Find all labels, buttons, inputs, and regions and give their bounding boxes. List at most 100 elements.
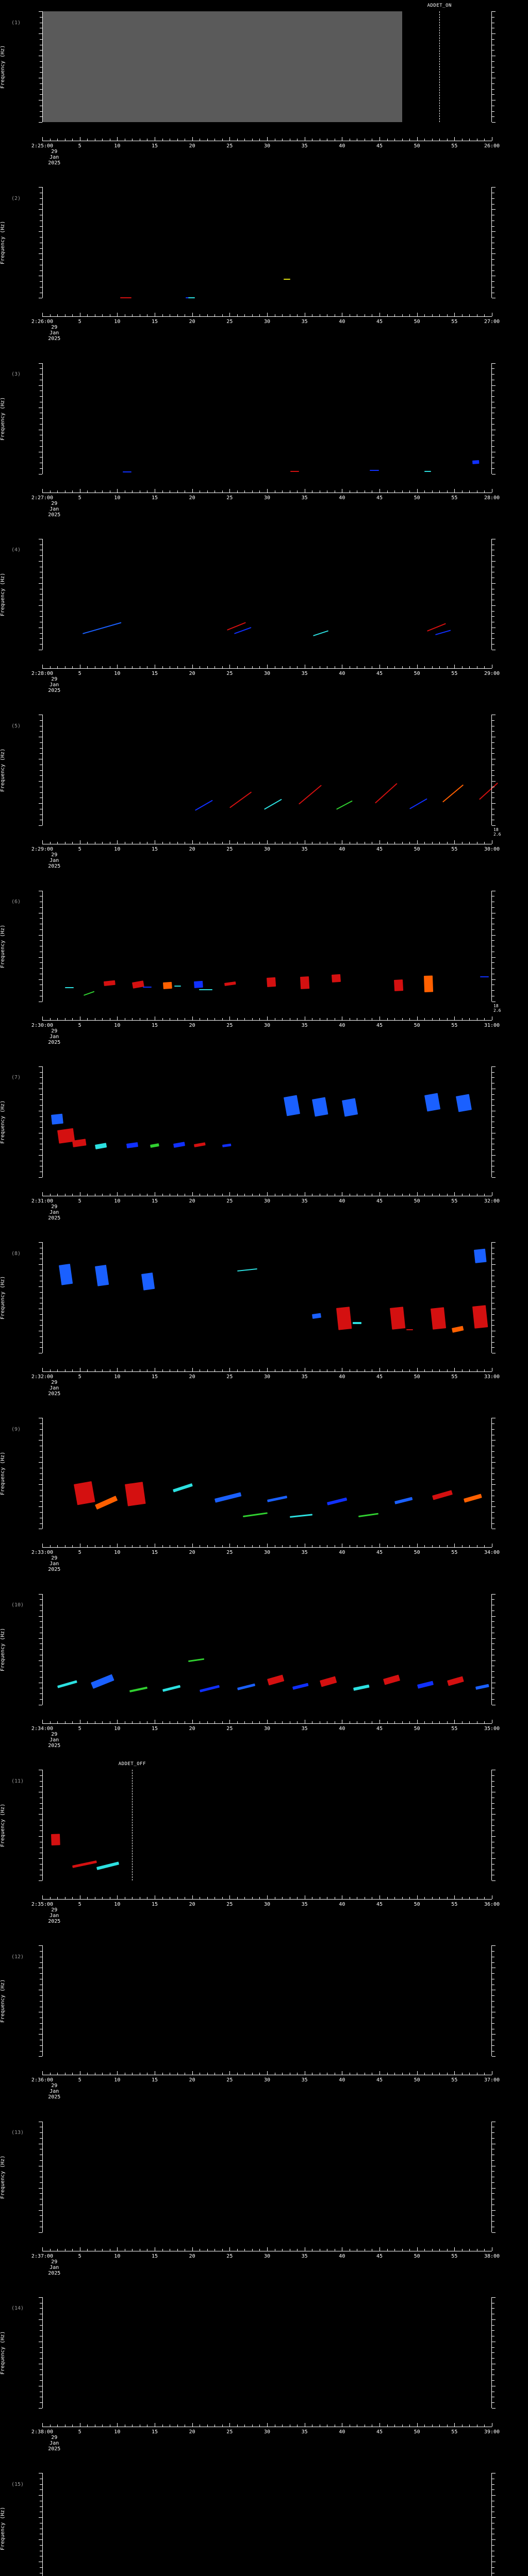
x-tick-label: 45 (376, 319, 383, 325)
x-tick (252, 1018, 253, 1020)
y-tick (40, 1479, 42, 1480)
call-track (393, 979, 404, 991)
y-tick-right (492, 2160, 494, 2161)
y-tick (39, 1858, 42, 1859)
x-tick (447, 1897, 448, 1899)
y-tick-right (492, 1836, 496, 1837)
x-tick-label: 35 (301, 143, 308, 149)
x-tick-label: 40 (339, 2429, 345, 2435)
event-annotation-line (439, 11, 440, 122)
y-tick-right (492, 1077, 494, 1078)
call-track (370, 469, 379, 471)
x-tick (402, 1897, 403, 1899)
x-tick (177, 2248, 178, 2251)
y-tick-right (492, 1342, 494, 1343)
x-tick-label: 50 (414, 2077, 420, 2083)
x-tick (259, 1369, 260, 1372)
x-tick (409, 2073, 410, 2075)
x-tick (469, 490, 470, 493)
y-tick (40, 237, 42, 238)
call-track (479, 782, 499, 800)
y-tick-right (492, 979, 496, 980)
y-tick (39, 781, 42, 782)
y-axis-title: Frequency (Hz) (0, 45, 6, 89)
y-tick (40, 270, 42, 271)
x-tick (237, 1897, 238, 1899)
y-tick-right (492, 1643, 494, 1645)
call-track (390, 1307, 406, 1330)
y-tick-right (492, 33, 496, 34)
y-tick-right (492, 1693, 494, 1694)
y-tick-right (492, 792, 494, 793)
x-tick (192, 488, 193, 493)
y-tick (39, 1660, 42, 1661)
x-tick (409, 490, 410, 493)
x-tick-label: 25 (226, 1725, 233, 1732)
x-tick-label: 25 (226, 2077, 233, 2083)
x-tick (237, 1721, 238, 1723)
spectrogram-panel: 02004006008001000Frequency (Hz)(11)2:35:… (0, 1761, 528, 1945)
x-tick (244, 1897, 245, 1899)
call-track (142, 987, 152, 988)
x-tick (439, 666, 440, 668)
y-tick-right (492, 1962, 494, 1963)
x-tick-label: 20 (189, 670, 195, 676)
x-tick-label: 55 (451, 670, 458, 676)
date-line: Jan (50, 1385, 59, 1392)
x-tick (259, 842, 260, 844)
y-tick-right (492, 803, 496, 804)
y-tick (39, 2517, 42, 2518)
call-track (267, 1674, 284, 1686)
x-tick (402, 1193, 403, 1196)
y-tick-right (492, 583, 496, 584)
x-tick (484, 139, 485, 141)
x-tick (461, 1193, 463, 1196)
x-tick-label: 5 (78, 319, 81, 325)
y-tick-right (492, 1671, 494, 1672)
y-tick (40, 1072, 42, 1073)
x-tick (469, 2248, 470, 2251)
y-axis-title: Frequency (Hz) (0, 924, 6, 968)
y-tick-right (492, 2210, 496, 2211)
x-tick (409, 1018, 410, 1020)
date-label: 29 Jan 2025 (48, 852, 60, 869)
y-tick-right (492, 1155, 496, 1156)
x-tick (50, 139, 51, 141)
x-tick-label: 20 (189, 1902, 195, 1907)
panel-number: (7) (11, 1075, 21, 1081)
call-track (120, 297, 131, 298)
x-tick-label: 50 (414, 1198, 420, 1204)
x-tick-label: 35 (301, 319, 308, 325)
x-tick (177, 2424, 178, 2427)
x-tick (72, 2073, 73, 2075)
y-tick-right (492, 929, 494, 930)
date-line: 2025 (48, 1919, 61, 1924)
y-tick-right (492, 825, 496, 826)
y-tick (39, 2232, 42, 2233)
y-axis-spine (39, 187, 43, 299)
y-tick (40, 1599, 42, 1600)
y-tick (40, 374, 42, 375)
x-tick (402, 1369, 403, 1372)
x-tick (469, 1193, 470, 1196)
x-tick (439, 2248, 440, 2251)
x-tick (394, 2248, 395, 2251)
x-tick (387, 1369, 388, 1372)
x-tick (432, 2424, 433, 2427)
x-tick (267, 2422, 268, 2427)
x-tick (162, 1897, 163, 1899)
call-track (51, 1834, 61, 1845)
y-axis-spine-right (491, 2473, 496, 2576)
x-tick-label: 15 (151, 1022, 158, 1028)
call-track (188, 297, 195, 298)
y-tick (39, 231, 42, 232)
y-tick (40, 555, 42, 556)
y-axis-spine-right (491, 890, 496, 1002)
panel-number: (4) (11, 547, 21, 553)
x-tick (222, 1018, 223, 1020)
x-tick (244, 2248, 245, 2251)
y-tick (39, 1638, 42, 1639)
y-tick-right (492, 1429, 494, 1430)
x-tick-label: 30 (263, 846, 271, 853)
x-tick (102, 842, 103, 844)
